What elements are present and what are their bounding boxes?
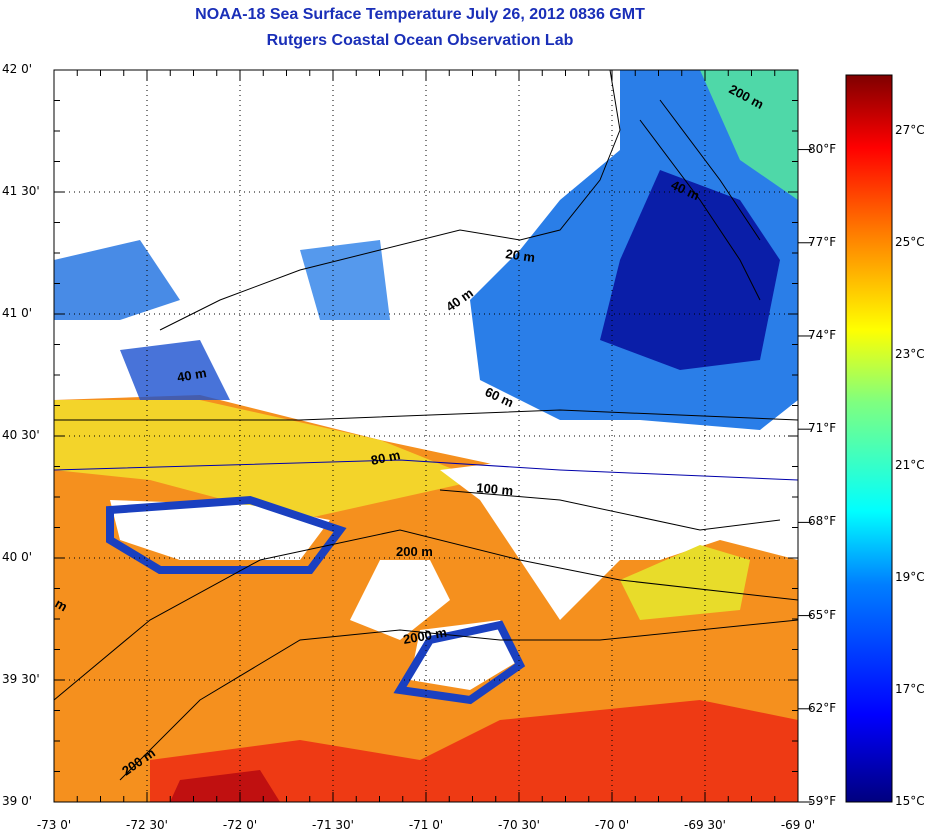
lon-label: -69 30' bbox=[684, 818, 726, 832]
lat-label: 39 30' bbox=[2, 672, 40, 686]
lat-label: 40 30' bbox=[2, 428, 40, 442]
lon-label: -72 0' bbox=[222, 818, 258, 832]
fahrenheit-label: 77°F bbox=[808, 234, 837, 249]
contour-label: 20 m bbox=[505, 246, 536, 265]
fahrenheit-label: 74°F bbox=[808, 327, 837, 342]
contour-label: 100 m bbox=[476, 480, 514, 498]
lon-label: -71 0' bbox=[408, 818, 444, 832]
lon-label: -70 0' bbox=[594, 818, 630, 832]
celsius-label: 15°C bbox=[895, 794, 925, 808]
fahrenheit-label: 65°F bbox=[808, 607, 837, 622]
contour-label: 80 m bbox=[370, 447, 402, 468]
fahrenheit-label: 59°F bbox=[808, 794, 837, 808]
lat-label: 40 0' bbox=[2, 550, 33, 564]
lat-label: 41 30' bbox=[2, 184, 40, 198]
hot-water bbox=[150, 700, 798, 802]
celsius-label: 19°C bbox=[895, 570, 925, 585]
axis-ticks bbox=[53, 69, 812, 803]
lat-label: 39 0' bbox=[2, 794, 33, 808]
lon-label: -70 30' bbox=[498, 818, 540, 832]
celsius-label: 21°C bbox=[895, 458, 925, 473]
map-title: NOAA-18 Sea Surface Temperature July 26,… bbox=[195, 6, 645, 23]
lat-label: 41 0' bbox=[2, 306, 33, 320]
fahrenheit-label: 80°F bbox=[808, 141, 837, 156]
fahrenheit-label: 71°F bbox=[808, 421, 837, 436]
contour-label: 200 m bbox=[396, 544, 433, 559]
lon-label: -73 0' bbox=[36, 818, 72, 832]
fahrenheit-label: 68°F bbox=[808, 514, 837, 529]
celsius-label: 27°C bbox=[895, 122, 925, 137]
contour-label: 40 m bbox=[176, 365, 208, 385]
celsius-label: 23°C bbox=[895, 346, 925, 361]
lon-label: -71 30' bbox=[312, 818, 354, 832]
celsius-label: 25°C bbox=[895, 234, 925, 249]
map-subtitle: Rutgers Coastal Ocean Observation Lab bbox=[266, 32, 574, 49]
lat-label: 42 0' bbox=[2, 62, 33, 76]
celsius-label: 17°C bbox=[895, 682, 925, 697]
fahrenheit-label: 62°F bbox=[808, 700, 837, 715]
lon-label: -72 30' bbox=[126, 818, 168, 832]
gridlines bbox=[54, 70, 798, 802]
cloud-gap bbox=[110, 500, 330, 560]
lon-label: -69 0' bbox=[780, 818, 816, 832]
colorbar bbox=[845, 74, 893, 803]
yellow-band bbox=[54, 400, 480, 520]
